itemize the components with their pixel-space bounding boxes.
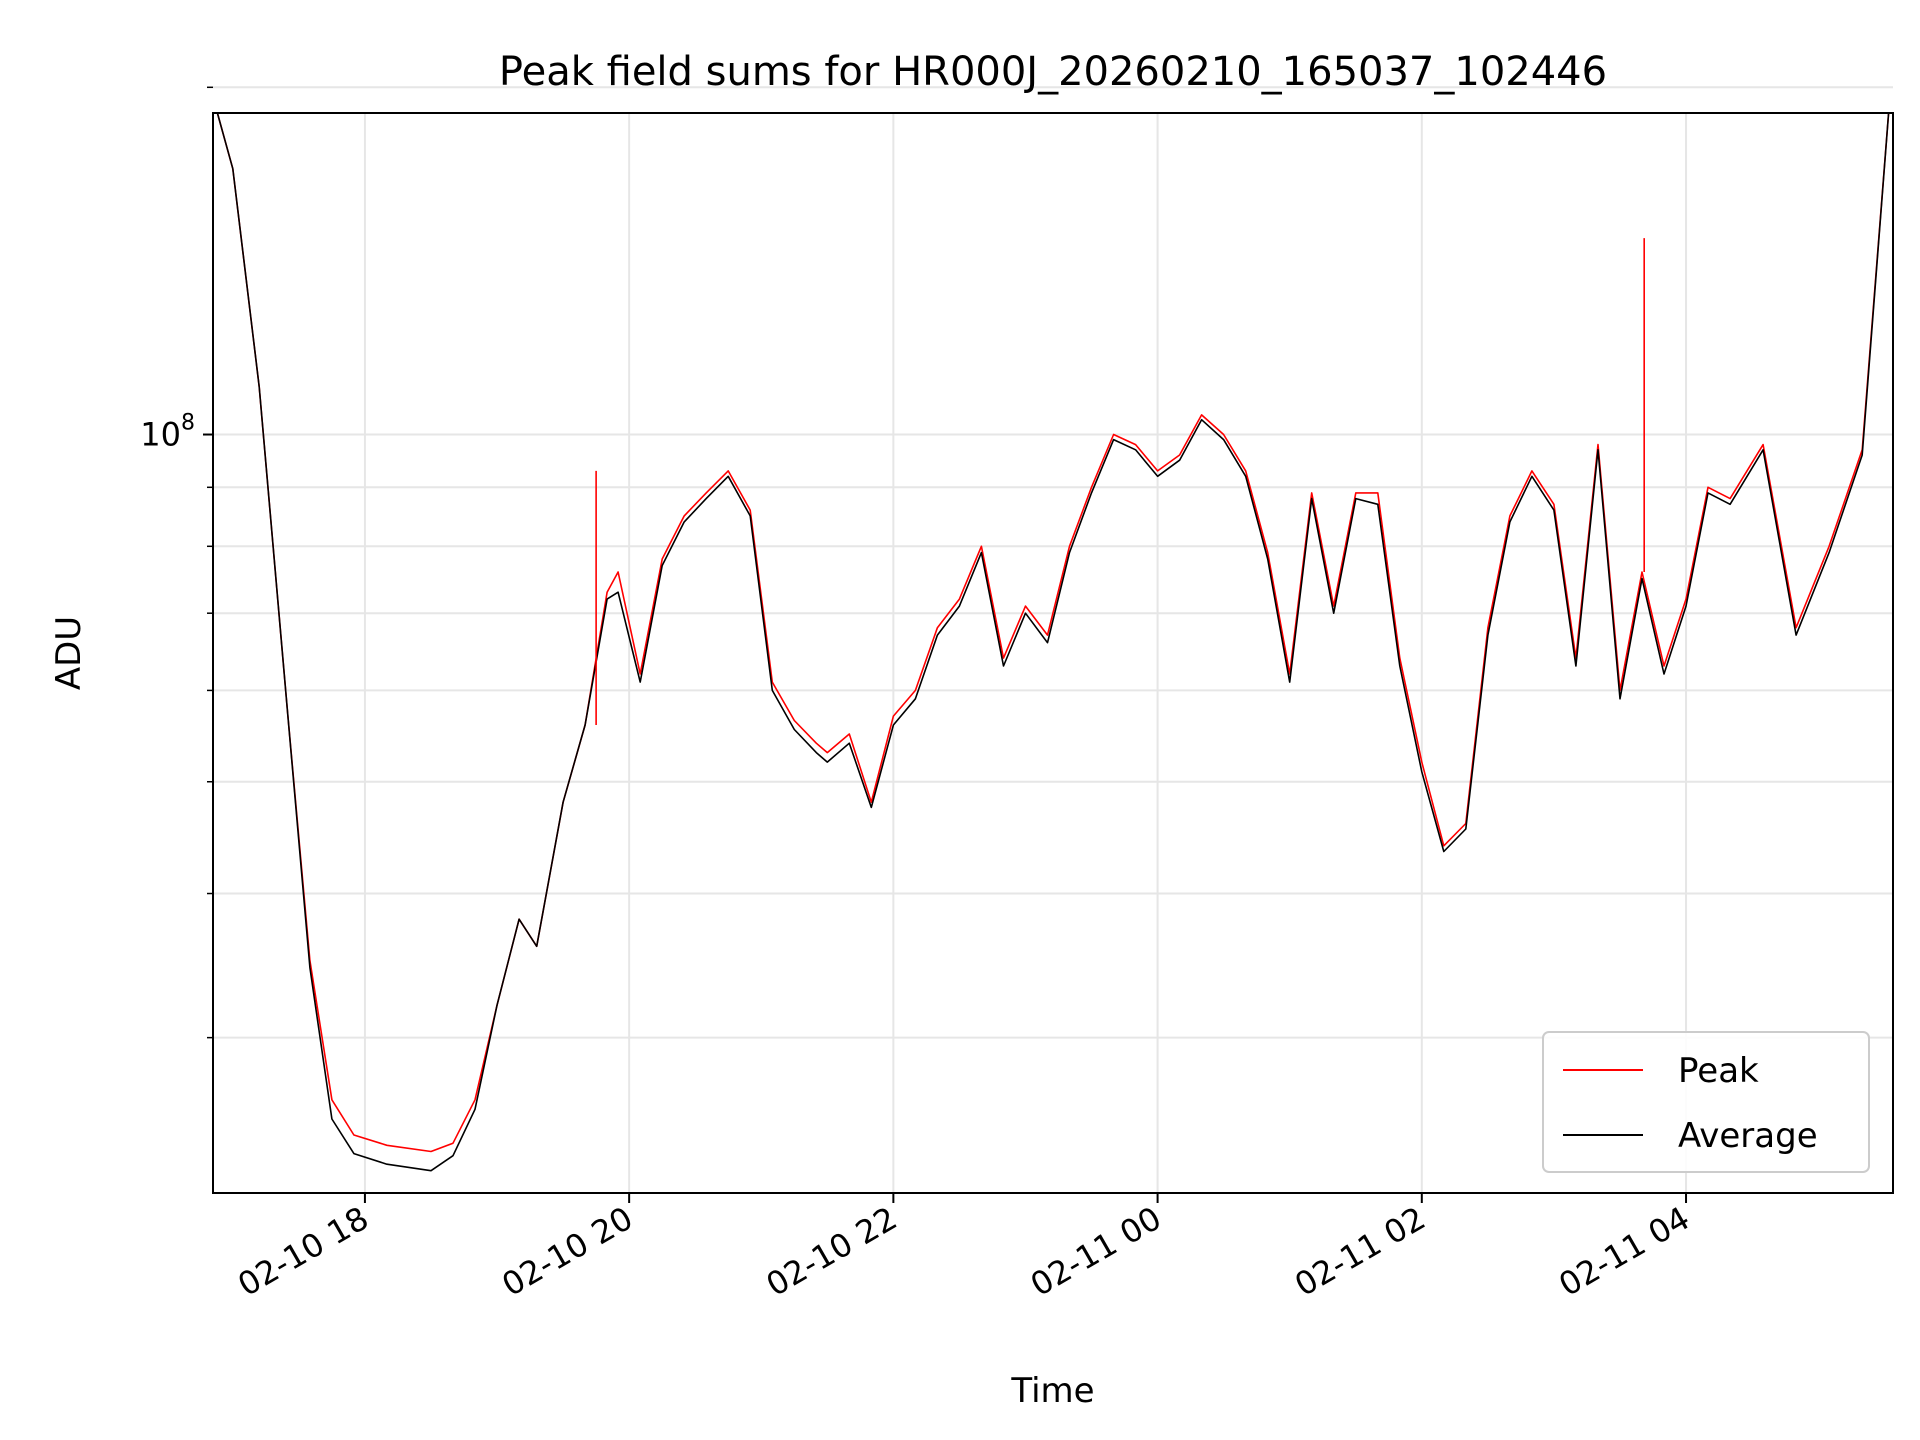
series-layer [216, 112, 1890, 1172]
legend-box [1542, 1031, 1870, 1173]
chart-title: Peak field sums for HR000J_20260210_1650… [499, 49, 1607, 95]
y-tick-label-exponent: 8 [181, 411, 195, 436]
series-line-average [216, 112, 1890, 1172]
x-axis-label: Time [1010, 1371, 1094, 1411]
legend-label-average: Average [1678, 1116, 1818, 1156]
y-axis-label: ADU [49, 616, 89, 690]
plot-frame [212, 112, 1894, 1194]
y-tick-label: 108 [140, 411, 195, 454]
legend: Peak Average [1542, 1031, 1870, 1173]
y-tick-label-base: 10 [140, 416, 181, 454]
legend-label-peak: Peak [1678, 1051, 1759, 1091]
